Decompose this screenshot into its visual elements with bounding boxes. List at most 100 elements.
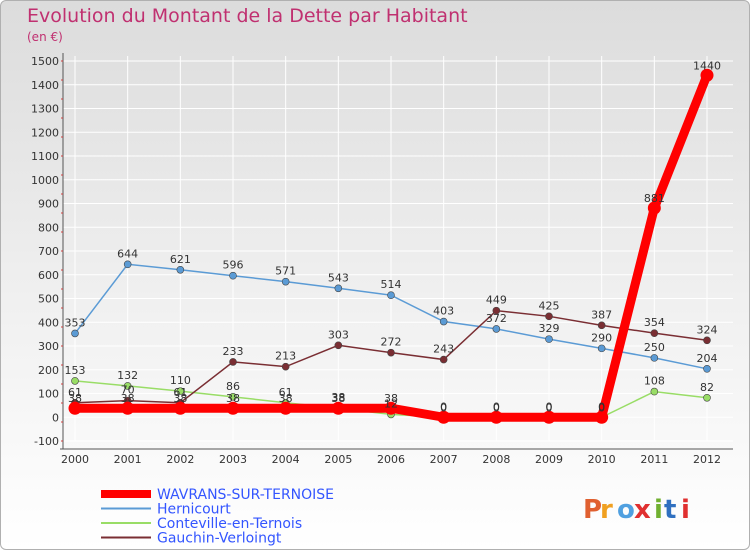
data-label: 108 xyxy=(644,375,665,388)
data-label: 153 xyxy=(65,364,86,377)
data-point xyxy=(226,401,240,415)
data-label: 329 xyxy=(539,322,560,335)
chart-title: Evolution du Montant de la Dette par Hab… xyxy=(27,5,468,27)
data-label: 82 xyxy=(700,381,714,394)
y-tick-label: 700 xyxy=(38,245,59,258)
x-tick-label: 2009 xyxy=(535,453,563,466)
data-point xyxy=(439,355,448,364)
data-point xyxy=(703,393,711,402)
data-point xyxy=(279,401,293,415)
data-label: 514 xyxy=(381,278,402,291)
logo-letter: r xyxy=(600,495,613,525)
data-point xyxy=(647,201,661,215)
data-label: 543 xyxy=(328,271,349,284)
y-tick-label: 300 xyxy=(38,340,59,353)
data-point xyxy=(439,317,448,326)
data-point xyxy=(281,277,290,286)
y-tick-label: 1000 xyxy=(31,174,59,187)
data-label: 449 xyxy=(486,294,507,307)
data-label: 290 xyxy=(591,331,612,344)
data-point xyxy=(71,329,79,338)
data-point xyxy=(176,265,185,274)
data-label: 353 xyxy=(65,316,86,329)
data-label: 132 xyxy=(117,369,138,382)
data-label: 0 xyxy=(440,400,447,413)
legend-label: WAVRANS-SUR-TERNOISE xyxy=(157,487,334,503)
data-point xyxy=(545,312,553,321)
logo-letter: x xyxy=(634,495,651,525)
data-label: 61 xyxy=(173,386,187,399)
data-label: 250 xyxy=(644,341,665,354)
data-point xyxy=(331,401,345,415)
data-label: 70 xyxy=(121,384,135,397)
y-tick-label: 1300 xyxy=(31,103,59,116)
data-point xyxy=(492,306,501,315)
y-tick-label: 500 xyxy=(38,293,59,306)
data-label: 0 xyxy=(546,401,553,414)
data-label: 61 xyxy=(279,386,293,399)
x-tick-label: 2008 xyxy=(482,453,510,466)
data-label: 38 xyxy=(173,392,187,405)
data-label: 571 xyxy=(275,265,296,278)
x-tick-label: 2004 xyxy=(272,453,300,466)
logo-letter: i xyxy=(681,495,690,525)
data-point xyxy=(595,410,609,424)
legend-label: Conteville-en-Ternois xyxy=(157,516,302,532)
data-label: 243 xyxy=(433,343,454,356)
data-label: 272 xyxy=(381,336,402,349)
y-tick-label: 1500 xyxy=(31,55,59,68)
x-tick-label: 2012 xyxy=(693,453,721,466)
data-label: 38 xyxy=(226,392,240,405)
data-point xyxy=(700,68,714,82)
data-point xyxy=(229,358,237,366)
data-label: 12 xyxy=(384,397,398,410)
data-label: 204 xyxy=(697,352,718,365)
data-point xyxy=(229,393,237,401)
x-tick-label: 2002 xyxy=(166,453,194,466)
data-label: 38 xyxy=(331,392,345,405)
y-tick-label: -100 xyxy=(34,435,59,448)
data-label: 387 xyxy=(591,308,612,321)
data-label: 354 xyxy=(644,316,665,329)
data-point xyxy=(703,336,711,345)
data-point xyxy=(492,325,501,333)
data-point xyxy=(542,410,556,424)
data-label: 0 xyxy=(598,401,605,414)
data-label: 1440 xyxy=(693,59,721,72)
data-label: 0 xyxy=(493,401,500,414)
data-point xyxy=(123,382,132,390)
data-point xyxy=(650,354,659,362)
data-label: 38 xyxy=(68,392,82,405)
y-tick-label: 1400 xyxy=(31,79,59,92)
data-label: 425 xyxy=(539,299,560,312)
data-label: 38 xyxy=(279,392,293,405)
data-label: 372 xyxy=(486,312,507,325)
logo-letter: o xyxy=(617,495,635,525)
data-label: 233 xyxy=(223,345,244,358)
data-label: 596 xyxy=(223,259,244,272)
data-point xyxy=(173,401,187,415)
x-tick-label: 2001 xyxy=(114,453,142,466)
data-point xyxy=(176,387,185,395)
data-label: 621 xyxy=(170,253,191,266)
data-point xyxy=(123,260,132,269)
data-point xyxy=(334,284,343,293)
x-tick-label: 2010 xyxy=(588,453,616,466)
data-point xyxy=(121,401,135,415)
data-point xyxy=(437,410,451,424)
data-label: 38 xyxy=(331,391,345,404)
data-label: 0 xyxy=(546,400,553,413)
y-tick-label: 1100 xyxy=(31,150,59,163)
data-label: 403 xyxy=(433,305,454,318)
y-tick-label: 0 xyxy=(52,411,59,424)
logo-letter: i xyxy=(654,495,663,525)
x-tick-label: 2006 xyxy=(377,453,405,466)
x-tick-label: 2003 xyxy=(219,453,247,466)
x-tick-label: 2005 xyxy=(324,453,352,466)
data-label: 303 xyxy=(328,328,349,341)
chart-unit-label: (en €) xyxy=(27,30,63,44)
data-point xyxy=(281,362,290,371)
data-label: 0 xyxy=(598,400,605,413)
